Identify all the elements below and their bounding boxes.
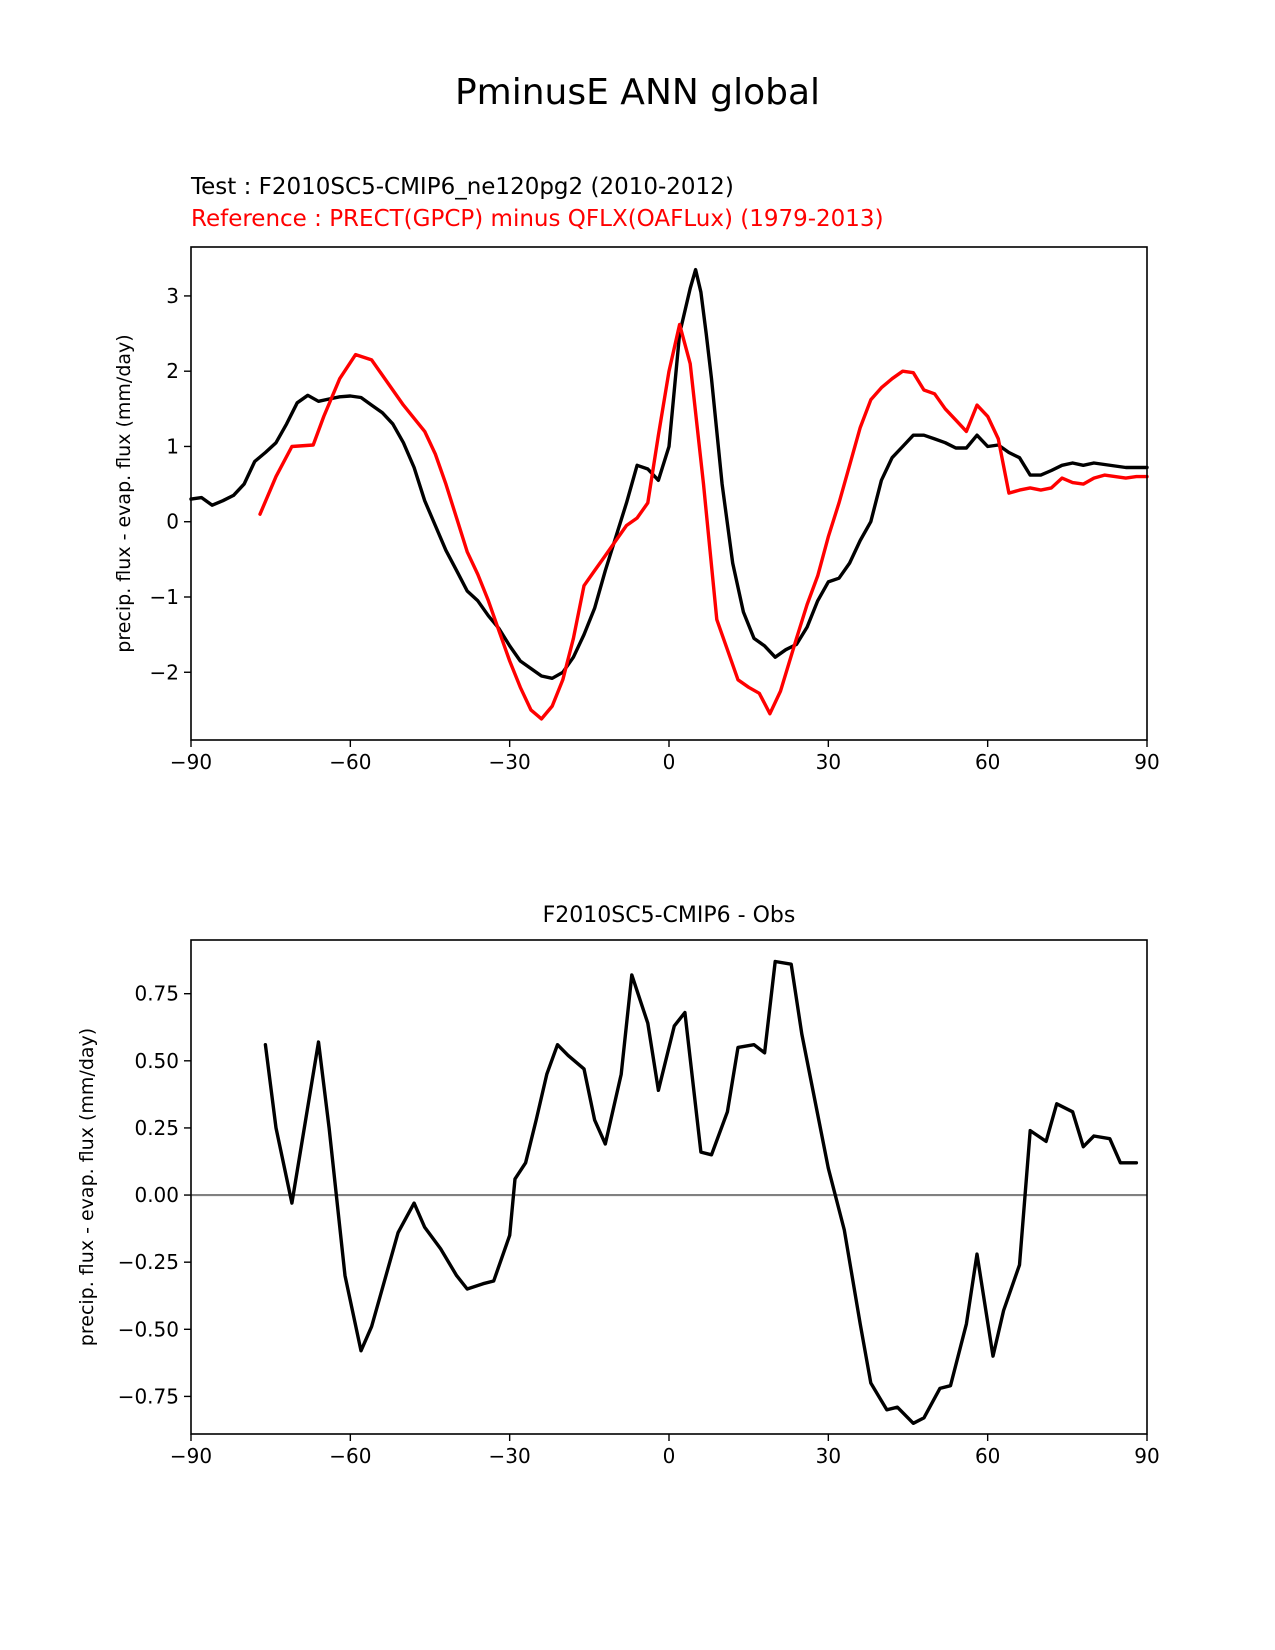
top-chart-x-tick-label: 30 (816, 750, 841, 774)
bottom-chart-x-tick-label: 90 (1134, 1444, 1159, 1468)
figure-suptitle: PminusE ANN global (454, 72, 821, 113)
bottom-chart-y-tick-label: 0.00 (134, 1183, 179, 1207)
top-chart-x-tick-label: 90 (1134, 750, 1159, 774)
bottom-chart-y-tick-label: 0.25 (134, 1116, 179, 1140)
bottom-chart-y-tick-label: −0.50 (118, 1317, 179, 1341)
bottom-chart-series-f2010sc5-cmip6-obs (263, 959, 1139, 1426)
bottom-chart-x-tick-label: 60 (975, 1444, 1000, 1468)
top-chart-y-tick-label: 1 (166, 434, 179, 458)
top-chart-x-tick-label: 0 (663, 750, 676, 774)
top-chart: −90 −60 −30 0 30 60 90 −2 −1 0 1 2 3 precip. flux - e… (113, 246, 1160, 774)
top-chart-y-tick-label: 3 (166, 284, 179, 308)
bottom-chart-y-tick-label: 0.50 (134, 1049, 179, 1073)
bottom-chart-y-tick-label: −0.75 (118, 1384, 179, 1408)
top-chart-y-tick-label: −1 (150, 585, 179, 609)
top-chart-x-tick-label: 60 (975, 750, 1000, 774)
bottom-chart-x-tick-label: −90 (170, 1444, 212, 1468)
bottom-chart-x-tick-label: −60 (329, 1444, 371, 1468)
bottom-chart: −90 −60 −30 0 30 60 90 −0.75 −0.50 −0.25 0.00 0.25 0… (76, 939, 1160, 1468)
top-chart-series-test (189, 267, 1149, 680)
top-chart-x-tick-label: −60 (329, 750, 371, 774)
top-chart-y-tick-label: −2 (150, 660, 179, 684)
bottom-chart-x-tick-label: 0 (663, 1444, 676, 1468)
top-chart-x-tick-label: −30 (489, 750, 531, 774)
top-chart-x-tick-label: −90 (170, 750, 212, 774)
top-chart-test-title: Test : F2010SC5-CMIP6_ne120pg2 (2010-201… (191, 174, 734, 200)
bottom-chart-y-tick-label: 0.75 (134, 982, 179, 1006)
bottom-chart-y-axis-label: precip. flux - evap. flux (mm/day) (76, 1028, 98, 1346)
top-chart-series-reference (258, 322, 1149, 721)
bottom-chart-x-tick-label: 30 (816, 1444, 841, 1468)
top-chart-y-axis-label: precip. flux - evap. flux (mm/day) (113, 334, 135, 652)
bottom-chart-x-tick-label: −30 (489, 1444, 531, 1468)
top-chart-y-tick-label: 0 (166, 510, 179, 534)
bottom-chart-y-tick-label: −0.25 (118, 1250, 179, 1274)
top-chart-y-tick-label: 2 (166, 359, 179, 383)
top-chart-reference-title: Reference : PRECT(GPCP) minus QFLX(OAFLu… (191, 206, 884, 232)
bottom-chart-title: F2010SC5-CMIP6 - Obs (542, 903, 796, 928)
